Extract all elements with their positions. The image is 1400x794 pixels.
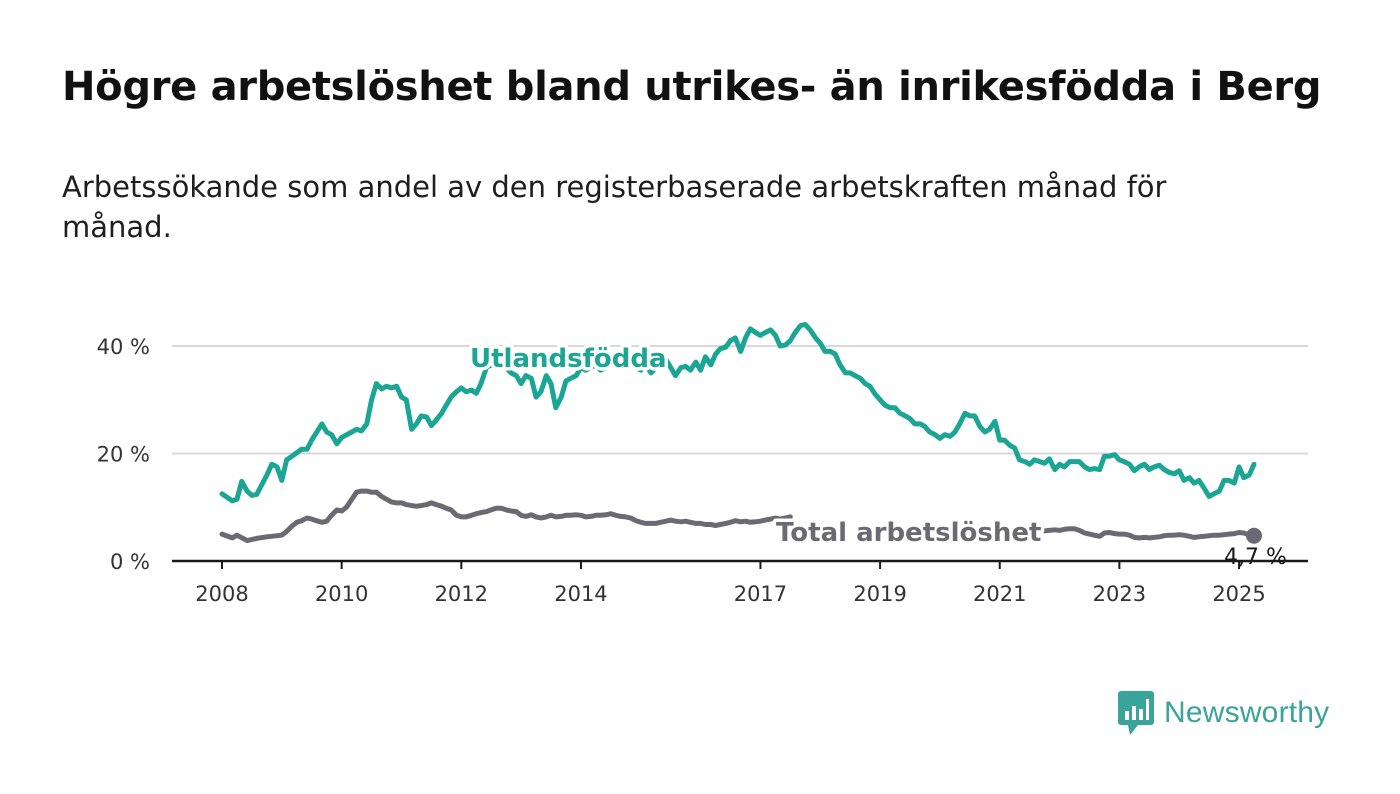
series-label-total: Total arbetslöshet <box>776 518 1041 548</box>
series-line-total <box>219 488 793 544</box>
x-tick-label: 2010 <box>315 582 368 606</box>
x-tick-label: 2014 <box>554 582 607 606</box>
series-line-utlandsfodda <box>219 322 1257 504</box>
brand-logo: Newsworthy <box>1118 690 1329 736</box>
y-tick-label: 20 % <box>97 443 150 467</box>
x-tick-label: 2008 <box>195 582 248 606</box>
x-tick-label: 2017 <box>734 582 787 606</box>
x-tick-label: 2025 <box>1212 582 1265 606</box>
y-tick-label: 40 % <box>97 335 150 359</box>
x-tick-label: 2019 <box>853 582 906 606</box>
x-tick-label: 2021 <box>973 582 1026 606</box>
series-line-total-end <box>1042 526 1257 541</box>
y-tick-label: 0 % <box>110 550 150 574</box>
end-value-label: 4,7 % <box>1224 545 1287 570</box>
series-label-utlandsfodda: Utlandsfödda <box>470 344 667 374</box>
x-tick-label: 2012 <box>435 582 488 606</box>
brand-name: Newsworthy <box>1164 696 1330 729</box>
bar-chart-logo-icon <box>1118 691 1154 735</box>
chart-title: Högre arbetslöshet bland utrikes- än inr… <box>62 64 1322 110</box>
end-point-marker <box>1246 527 1262 544</box>
chart-subtitle: Arbetssökande som andel av den registerb… <box>62 170 1167 244</box>
x-tick-label: 2023 <box>1093 582 1146 606</box>
